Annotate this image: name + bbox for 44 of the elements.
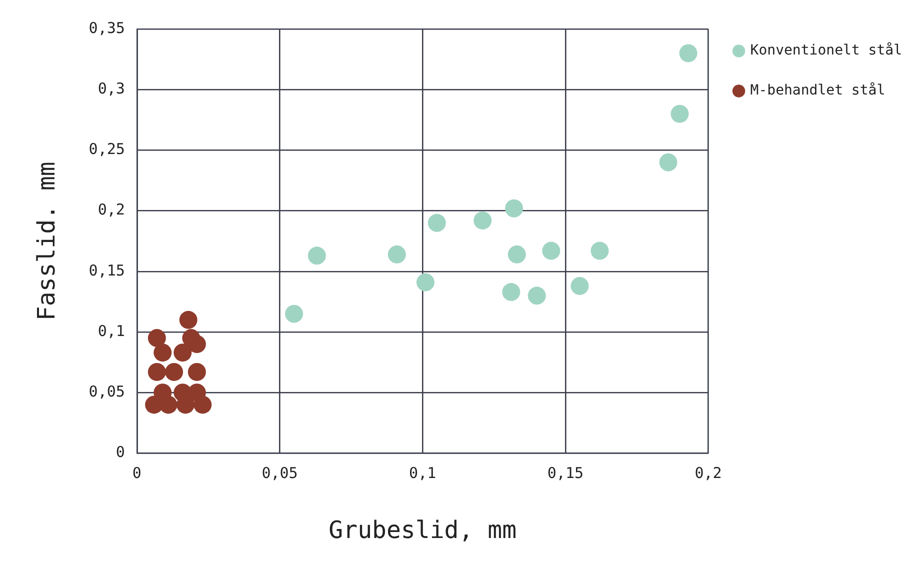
y-tick-label: 0 [116, 443, 125, 462]
point [188, 362, 206, 381]
point [308, 246, 326, 265]
point [416, 273, 434, 292]
y-tick-label: 0,35 [88, 18, 125, 37]
y-tick-label: 0,2 [98, 200, 125, 219]
legend-label: Konventionelt stål [750, 42, 902, 59]
y-axis-title: Fasslid. mm [32, 162, 61, 321]
y-tick-label: 0,05 [88, 382, 125, 400]
point [570, 276, 589, 295]
point [505, 199, 524, 218]
x-axis-title: Grubeslid, mm [328, 516, 517, 544]
point [159, 396, 178, 414]
point [174, 344, 192, 362]
point [179, 310, 198, 329]
point [542, 242, 560, 260]
y-tick-label: 0,25 [88, 140, 125, 158]
point [176, 396, 194, 414]
point [670, 104, 689, 123]
x-tick-label: 0,05 [262, 464, 298, 482]
point [188, 335, 206, 354]
y-tick-label: 0,1 [98, 322, 125, 340]
x-tick-label: 0 [132, 464, 142, 482]
point [528, 286, 546, 305]
point [165, 362, 184, 381]
point [508, 245, 526, 264]
x-tick-label: 0,15 [547, 464, 584, 482]
legend-label: M-behandlet stål [750, 82, 886, 99]
point [388, 245, 406, 264]
point [590, 242, 609, 260]
point [148, 329, 166, 348]
point [474, 211, 492, 230]
y-tick-label: 0,15 [88, 261, 125, 280]
point [502, 283, 520, 302]
point [285, 304, 304, 323]
x-tick-label: 0,2 [694, 464, 722, 482]
point [154, 344, 172, 362]
point [194, 396, 212, 414]
x-tick-label: 0,1 [409, 464, 436, 482]
point [428, 214, 446, 232]
point [679, 44, 698, 62]
y-tick-label: 0,3 [98, 79, 125, 98]
point [659, 153, 678, 172]
point [148, 362, 166, 381]
